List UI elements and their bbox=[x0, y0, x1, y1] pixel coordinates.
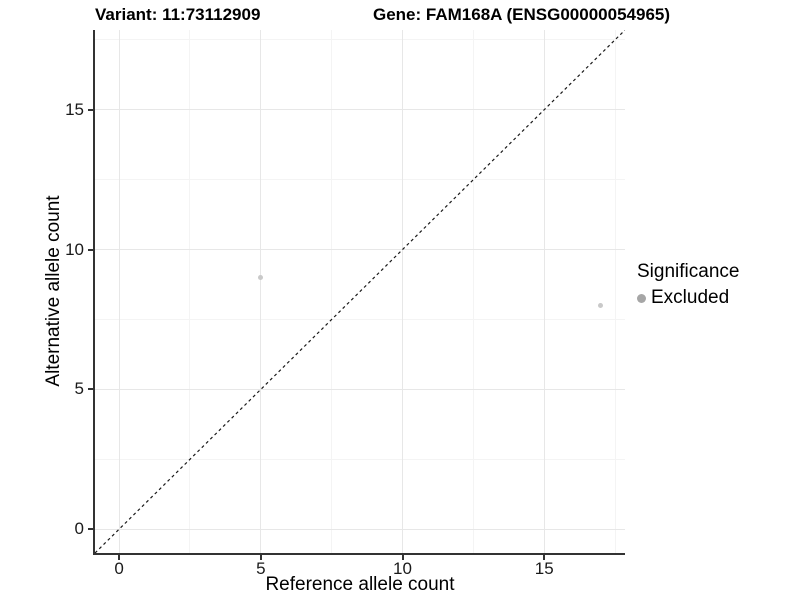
legend-title: Significance bbox=[637, 261, 740, 282]
x-tick-mark bbox=[259, 555, 262, 560]
plot-panel bbox=[95, 30, 625, 553]
x-tick-label: 5 bbox=[256, 559, 266, 578]
grid-line-x-minor bbox=[331, 30, 333, 553]
grid-line-y-minor bbox=[95, 318, 625, 320]
y-tick-mark bbox=[88, 388, 93, 391]
legend-key-dot bbox=[637, 293, 646, 303]
grid-line-y-major bbox=[95, 109, 625, 111]
grid-line-x-major bbox=[118, 30, 120, 553]
x-tick-label: 15 bbox=[534, 559, 554, 578]
grid-line-y-major bbox=[95, 249, 625, 251]
grid-line-x-major bbox=[260, 30, 262, 553]
grid-line-y-major bbox=[95, 388, 625, 390]
x-tick-mark bbox=[118, 555, 121, 560]
data-point bbox=[598, 302, 604, 308]
y-tick-label: 10 bbox=[65, 239, 84, 259]
y-tick-label: 5 bbox=[74, 379, 84, 399]
y-tick-mark bbox=[88, 528, 93, 531]
legend-item-excluded: Excluded bbox=[637, 287, 739, 309]
plot-title-variant: Variant: 11:73112909 bbox=[95, 5, 261, 24]
grid-line-y-major bbox=[95, 528, 625, 530]
y-tick-mark bbox=[88, 248, 93, 251]
x-tick-label: 0 bbox=[114, 559, 124, 578]
grid-line-y-minor bbox=[95, 39, 625, 41]
grid-line-x-major bbox=[543, 30, 545, 553]
grid-line-y-minor bbox=[95, 179, 625, 181]
identity-line-layer bbox=[95, 30, 625, 553]
y-tick-mark bbox=[88, 108, 93, 111]
grid-line-x-minor bbox=[614, 30, 616, 553]
legend: Significance Excluded bbox=[637, 261, 739, 309]
grid-line-x-minor bbox=[189, 30, 191, 553]
x-tick-mark bbox=[401, 555, 404, 560]
grid-line-x-minor bbox=[472, 30, 474, 553]
x-tick-mark bbox=[543, 555, 546, 560]
x-axis-title: Reference allele count bbox=[265, 574, 455, 595]
legend-item-label: Excluded bbox=[651, 287, 730, 308]
y-axis-line bbox=[93, 30, 95, 555]
x-tick-label: 10 bbox=[393, 559, 412, 578]
y-tick-label: 0 bbox=[74, 519, 84, 539]
data-point bbox=[258, 275, 264, 281]
grid-line-x-major bbox=[402, 30, 403, 553]
y-tick-label: 15 bbox=[65, 99, 84, 119]
x-axis-line bbox=[93, 553, 625, 555]
grid-line-y-minor bbox=[95, 458, 625, 460]
plot-title-gene: Gene: FAM168A (ENSG00000054965) bbox=[373, 5, 671, 24]
y-axis-title: Alternative allele count bbox=[43, 195, 64, 387]
